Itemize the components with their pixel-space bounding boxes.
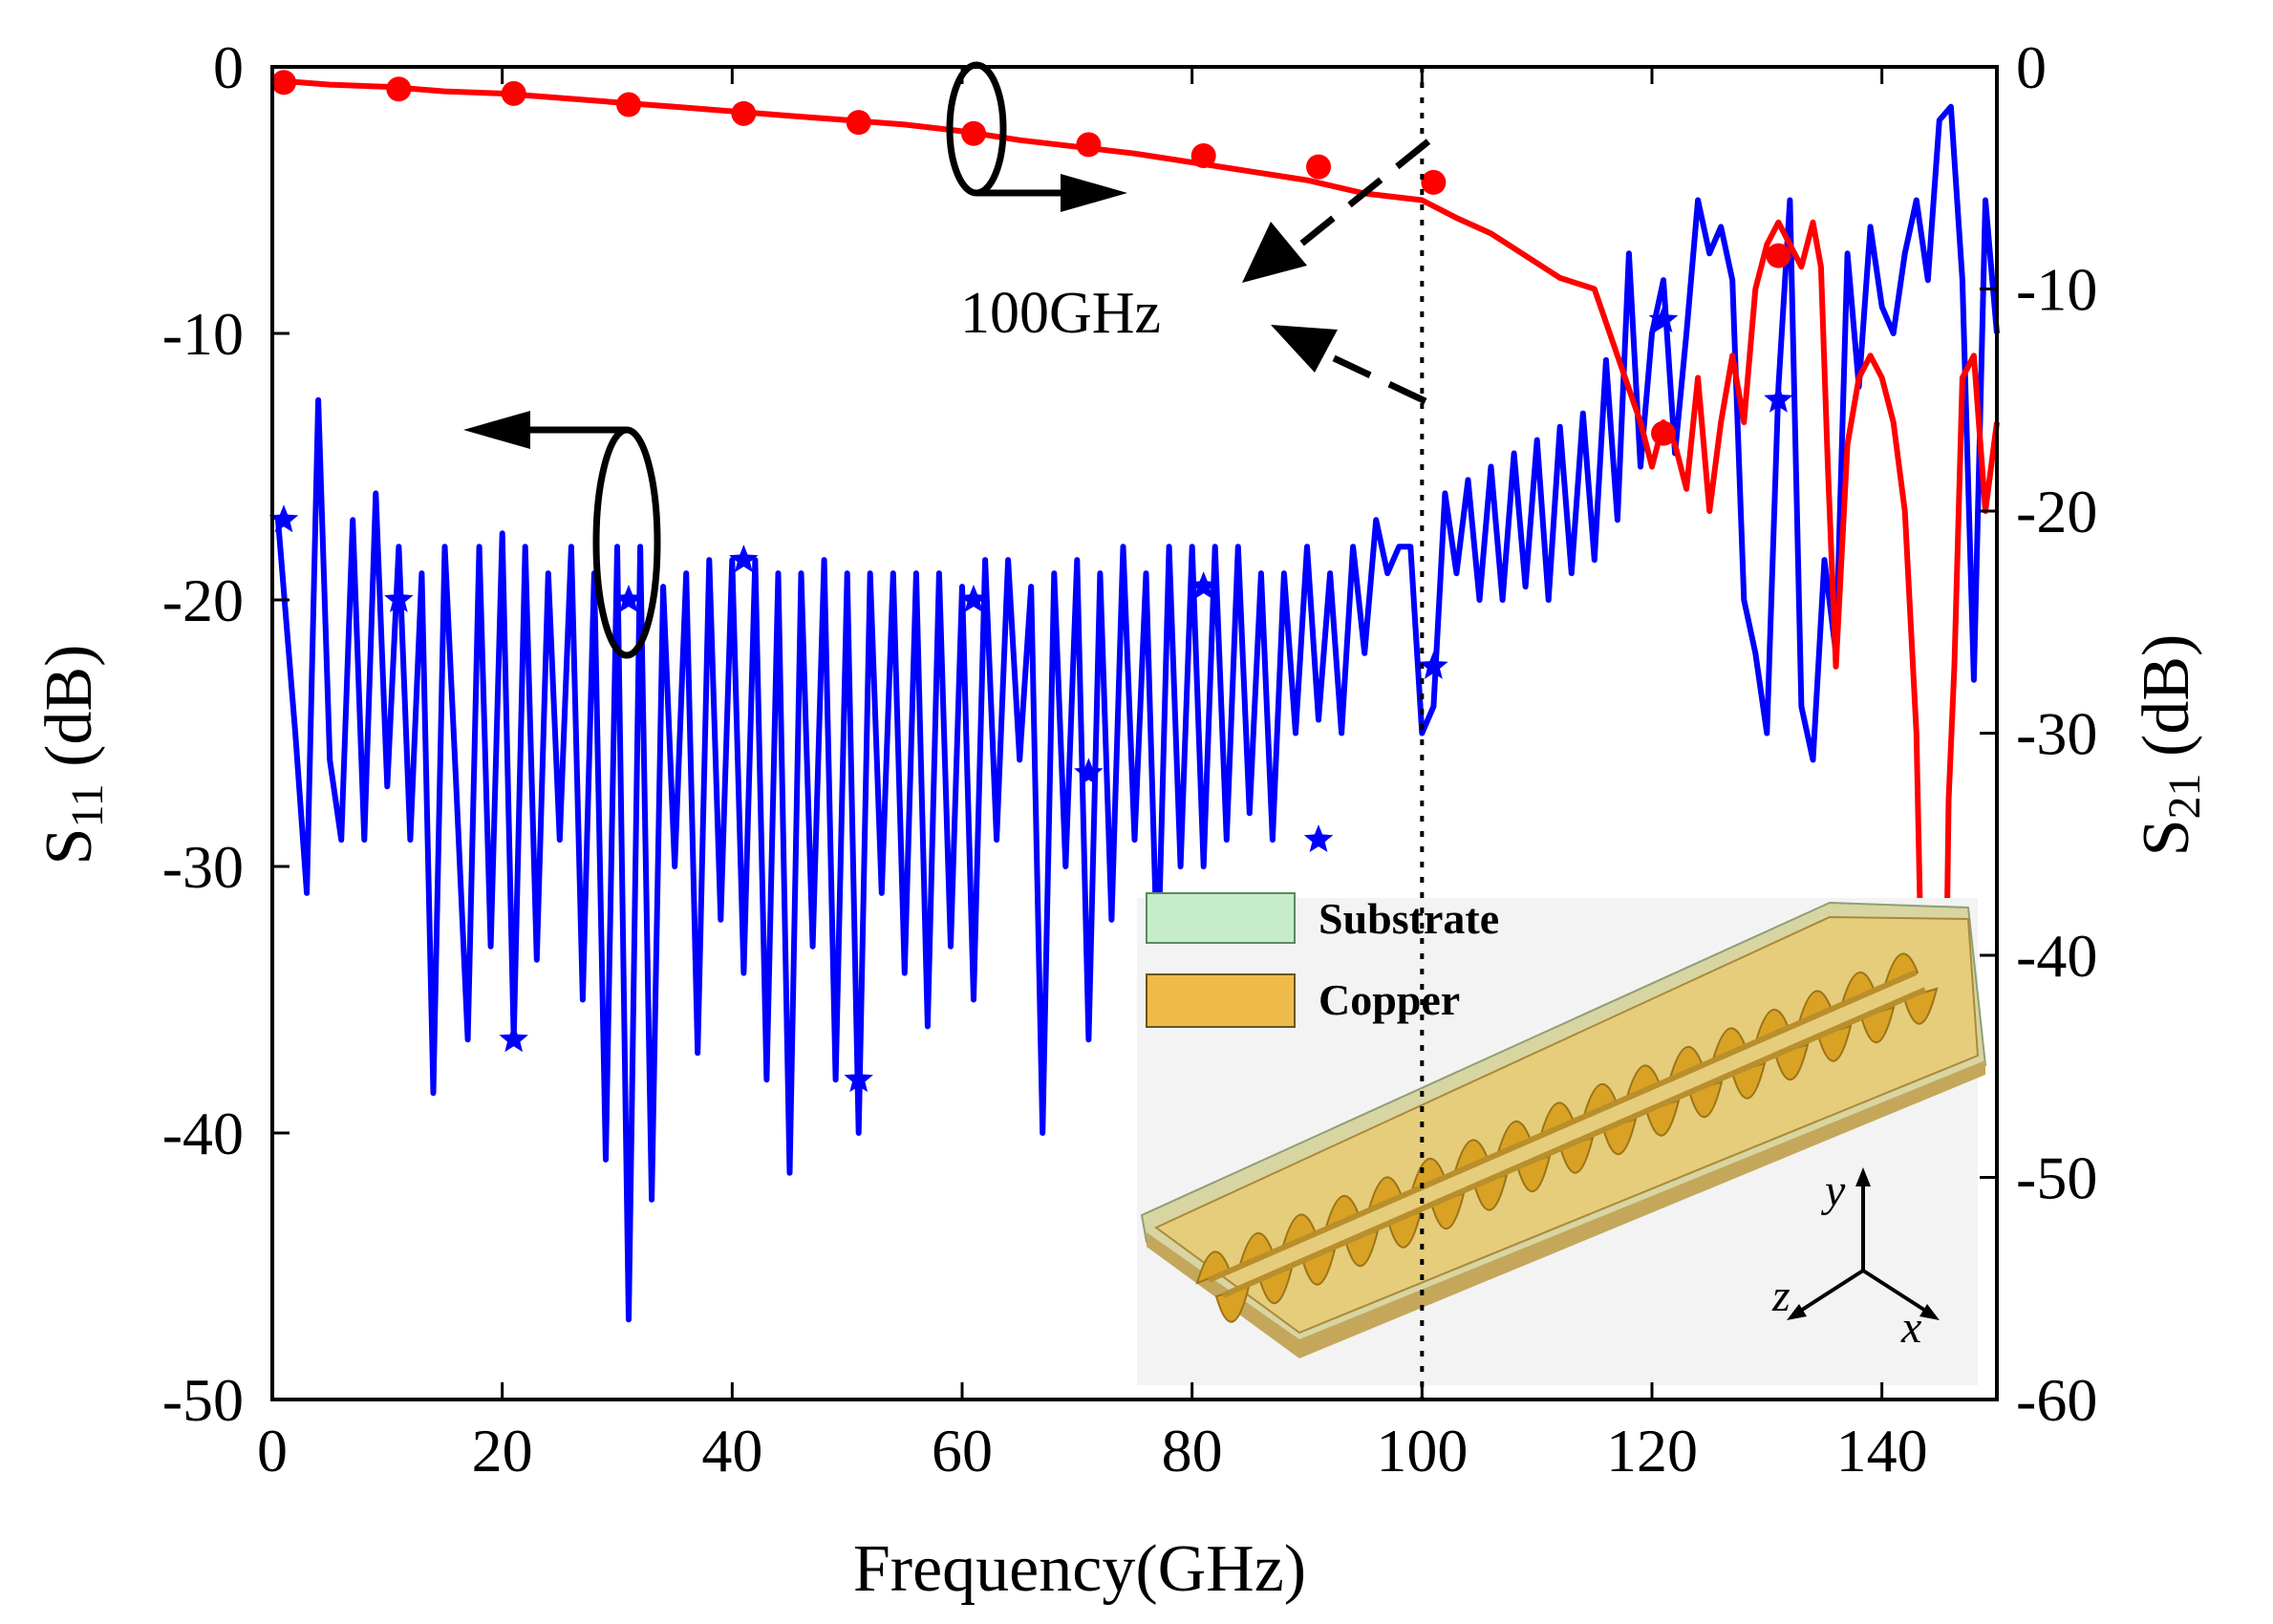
axis-letter-y: y	[1820, 1165, 1846, 1216]
y-left-tick-label: -30	[162, 833, 244, 901]
y-left-tick-label: 0	[213, 33, 244, 101]
x-tick-label: 20	[472, 1417, 533, 1485]
x-tick-label: 120	[1606, 1417, 1698, 1485]
annotation-graphics: 100GHz	[463, 61, 1431, 659]
axis-arrowhead-y	[1855, 1167, 1871, 1186]
s11-marker	[384, 585, 414, 612]
x-tick-label: 100	[1376, 1417, 1468, 1485]
s21-marker	[271, 70, 297, 96]
x-tick-label: 60	[932, 1417, 993, 1485]
inset-structure-picture: Substrate Copper y z x	[1137, 892, 1987, 1385]
legend-label-substrate: Substrate	[1319, 894, 1499, 943]
x-tick-label: 80	[1162, 1417, 1223, 1485]
s11-series-line	[275, 103, 2000, 1323]
annotation-arrow-lower	[1297, 338, 1427, 405]
s21-marker	[1421, 169, 1447, 195]
y-right-tick-label: -30	[2016, 700, 2097, 768]
s11-marker	[1303, 824, 1334, 852]
y-right-tick-label: -20	[2016, 478, 2097, 545]
s21-marker	[1766, 243, 1791, 268]
s11-marker	[1419, 651, 1448, 679]
s21-marker	[616, 92, 642, 118]
y-right-tick-label: -60	[2016, 1366, 2097, 1434]
s11-marker	[1189, 571, 1218, 599]
s11-marker	[1648, 305, 1679, 332]
axis-letter-z: z	[1771, 1271, 1791, 1321]
s11-marker	[844, 1064, 873, 1093]
s11-marker	[958, 585, 989, 612]
annotation-100ghz: 100GHz	[960, 281, 1161, 346]
legend-swatch-substrate	[1146, 892, 1296, 944]
annotation-arrowhead-lower	[1271, 325, 1338, 373]
s21-marker	[501, 80, 526, 106]
s11-marker	[1764, 384, 1793, 413]
y-right-tick-label: 0	[2016, 33, 2047, 101]
corrugation-tooth	[1883, 952, 1919, 987]
annotation-arrowhead-upper	[1242, 222, 1307, 283]
axis-arrowhead-x	[1919, 1304, 1940, 1320]
y-left-tick-label: -40	[162, 1100, 244, 1167]
axes-layer: 0 20 40 60 80 100 120 1400-10-20-30-40-500-10-2…	[162, 33, 2098, 1485]
s11-marker	[613, 585, 644, 612]
legend-label-copper: Copper	[1319, 975, 1460, 1024]
x-tick-label: 0	[257, 1417, 288, 1485]
data-layer	[268, 70, 2000, 1358]
s11-indicator-ellipse	[592, 426, 661, 659]
s11-marker	[268, 504, 299, 533]
legend-swatch-copper	[1146, 973, 1296, 1028]
axis-arrow-z	[1794, 1269, 1865, 1315]
s21-right-arrowhead	[1061, 174, 1127, 212]
axis-arrow-x	[1861, 1269, 1932, 1315]
axis-letter-x: x	[1900, 1302, 1921, 1353]
s21-marker	[846, 110, 871, 136]
y-axis-title-left: S11 (dB)	[32, 645, 113, 865]
s11-marker	[499, 1024, 528, 1053]
annotation-arrow-upper	[1287, 139, 1431, 256]
y-axis-title-right: S21 (dB)	[2130, 634, 2210, 857]
s21-marker	[1190, 143, 1216, 168]
y-left-tick-label: -10	[162, 300, 244, 368]
center-slot-1	[1207, 970, 1918, 1283]
s21-marker	[386, 76, 412, 102]
x-axis-title: Frequency(GHz)	[853, 1532, 1306, 1606]
y-left-tick-label: -50	[162, 1366, 244, 1434]
axis-arrowhead-z	[1787, 1304, 1807, 1320]
y-left-tick-label: -20	[162, 566, 244, 634]
s21-marker	[1076, 132, 1102, 158]
s11-left-arrowhead	[463, 411, 530, 449]
s21-marker	[961, 120, 987, 146]
center-slot-2	[1221, 987, 1927, 1298]
s11-marker	[1074, 758, 1104, 786]
s21-marker	[1651, 420, 1677, 446]
y-right-tick-label: -40	[2016, 922, 2097, 990]
s21-marker	[1306, 154, 1332, 180]
s21-marker	[731, 100, 757, 126]
x-tick-label: 140	[1836, 1417, 1928, 1485]
y-right-tick-label: -10	[2016, 256, 2097, 324]
s21-series	[271, 70, 2000, 1358]
s11-series	[268, 103, 2000, 1323]
y-right-tick-label: -50	[2016, 1144, 2097, 1212]
s11-marker	[729, 545, 759, 573]
x-tick-label: 40	[701, 1417, 762, 1485]
